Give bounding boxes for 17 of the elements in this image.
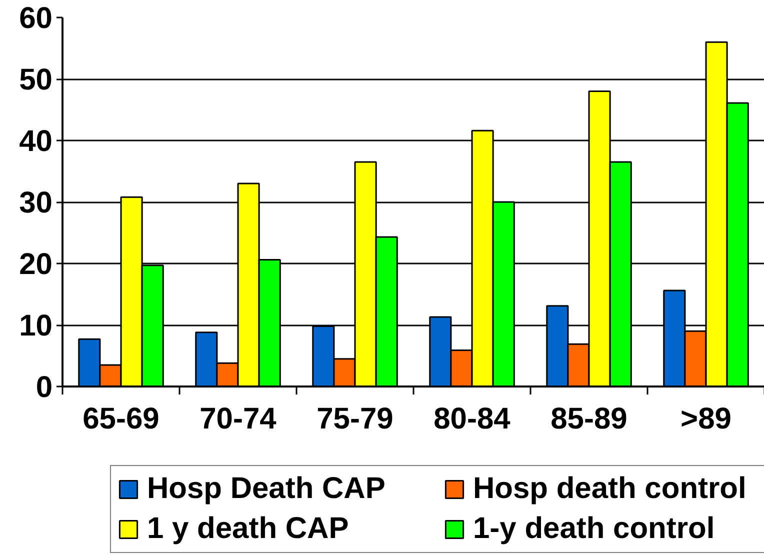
- legend-label: 1 y death CAP: [147, 512, 350, 546]
- y-tick-label: 60: [19, 2, 53, 35]
- y-tick-label: 50: [19, 64, 53, 96]
- y-tick-label: 30: [19, 186, 53, 220]
- legend-label: Hosp death control: [473, 472, 748, 506]
- x-tick-label: 75-79: [316, 402, 394, 436]
- y-tick-label: 10: [19, 310, 53, 342]
- x-tick-label: 65-69: [82, 402, 160, 436]
- legend-label: Hosp Death CAP: [147, 472, 386, 506]
- y-tick-label: 20: [19, 248, 53, 281]
- y-tick-label: 0: [36, 371, 53, 404]
- y-tick-label: 40: [19, 125, 53, 158]
- x-tick-label: 85-89: [550, 402, 628, 436]
- x-tick-label: 80-84: [434, 402, 511, 436]
- legend-label: 1-y death control: [473, 512, 716, 546]
- x-tick-label: >89: [680, 402, 732, 436]
- x-tick-label: 70-74: [200, 402, 277, 436]
